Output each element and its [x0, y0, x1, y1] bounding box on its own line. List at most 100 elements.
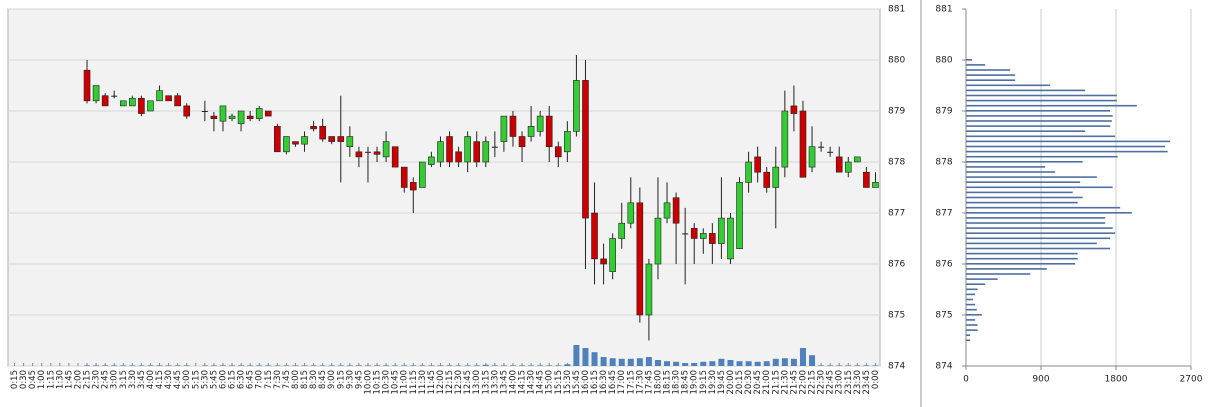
x-tick-label: 1:00: [37, 370, 47, 389]
profile-bar: [966, 155, 1118, 158]
candle-body: [844, 161, 852, 173]
candle-body: [409, 182, 417, 191]
x-tick-label: 23:30: [853, 370, 863, 395]
volume-bar: [609, 358, 616, 366]
x-tick-label: 16:15: [590, 370, 600, 395]
x-tick-label: 1800: [1105, 375, 1128, 385]
candle-body: [255, 108, 263, 119]
volume-bar: [437, 365, 444, 366]
x-tick-label: 10:00: [363, 370, 373, 395]
x-tick-label: 3:45: [137, 370, 147, 389]
volume-bar: [845, 365, 852, 366]
x-tick-label: 10:45: [391, 370, 401, 395]
candle-body: [600, 258, 607, 265]
candle-body: [672, 197, 680, 224]
profile-bar: [966, 283, 986, 285]
volume-bar: [383, 365, 390, 366]
candle-body: [799, 110, 807, 178]
x-tick-label: 1:45: [64, 370, 74, 389]
volume-bar: [836, 365, 843, 366]
candle-body: [636, 202, 644, 316]
candle-body: [854, 156, 861, 163]
y-tick-label: 877: [935, 209, 952, 219]
x-tick-label: 12:15: [445, 370, 455, 395]
candle-body: [364, 151, 371, 153]
candle-body: [473, 141, 481, 163]
volume-bar: [790, 358, 797, 366]
x-tick-label: 14:00: [508, 370, 518, 395]
candle-body: [455, 151, 462, 163]
x-tick-label: 900: [1032, 375, 1049, 385]
candle-body: [183, 105, 191, 117]
x-tick-label: 16:30: [599, 370, 609, 395]
profile-bar: [966, 130, 1086, 132]
candle-body: [373, 151, 381, 155]
x-tick-label: 19:15: [699, 370, 709, 395]
candle-body: [500, 115, 508, 142]
volume-bar: [147, 365, 154, 366]
profile-bar: [966, 263, 1076, 265]
candle-body: [147, 100, 154, 112]
candle-body: [863, 171, 870, 188]
x-tick-label: 14:30: [527, 370, 537, 395]
profile-bar: [966, 64, 986, 66]
volume-bar: [727, 360, 734, 366]
profile-bar: [966, 339, 971, 342]
profile-bar: [966, 69, 1011, 71]
volume-bar: [210, 365, 217, 366]
volume-bar: [564, 364, 571, 366]
volume-bar: [392, 365, 399, 366]
volume-bar: [482, 364, 489, 366]
x-tick-label: 8:45: [318, 370, 328, 389]
x-tick-label: 4:00: [146, 370, 156, 389]
volume-bar: [102, 365, 109, 366]
profile-bar: [966, 288, 978, 291]
volume-bar: [854, 365, 861, 366]
x-tick-label: 13:45: [499, 370, 509, 395]
candle-body: [119, 100, 127, 107]
volume-bar: [138, 365, 145, 366]
volume-bar: [591, 352, 598, 366]
candle-body: [129, 97, 136, 107]
volume-bar: [446, 365, 453, 366]
x-tick-label: 17:15: [626, 370, 636, 395]
profile-bar: [966, 150, 1168, 153]
x-tick-label: 0: [963, 375, 969, 385]
candle-body: [654, 217, 662, 265]
volume-bar: [428, 365, 435, 366]
candle-body: [718, 217, 725, 244]
profile-bar: [966, 334, 971, 336]
x-tick-label: 22:15: [808, 370, 818, 395]
profile-bar: [966, 222, 1106, 224]
plot-area: [7, 8, 881, 367]
candle-body: [301, 136, 308, 145]
candle-body: [437, 141, 444, 163]
candle-body: [310, 126, 317, 130]
x-tick-label: 15:30: [563, 370, 573, 395]
x-tick-label: 23:45: [862, 370, 872, 395]
x-tick-label: 0:00: [871, 370, 881, 389]
volume-bar: [537, 365, 544, 366]
x-tick-label: 0:45: [28, 370, 38, 389]
profile-bar: [966, 125, 1111, 127]
x-tick-label: 13:00: [472, 370, 482, 395]
candle-body: [699, 233, 707, 239]
candle-body: [482, 141, 490, 163]
profile-bar: [966, 212, 1132, 214]
profile-bar: [966, 329, 978, 331]
profile-bar: [966, 232, 1116, 234]
profile-bar: [966, 181, 1081, 183]
x-tick-label: 2:00: [73, 370, 83, 389]
candle-body: [518, 136, 526, 147]
volume-bar: [700, 361, 707, 366]
x-tick-label: 21:45: [789, 370, 799, 395]
volume-bar: [410, 365, 417, 366]
volume-bar: [274, 365, 281, 366]
x-tick-label: 20:00: [726, 370, 736, 395]
x-tick-label: 20:15: [735, 370, 745, 395]
candle-body: [355, 151, 363, 158]
profile-bar: [966, 140, 1171, 143]
volume-bar: [600, 357, 607, 366]
candle-body: [210, 115, 218, 119]
candle-body: [400, 166, 408, 188]
